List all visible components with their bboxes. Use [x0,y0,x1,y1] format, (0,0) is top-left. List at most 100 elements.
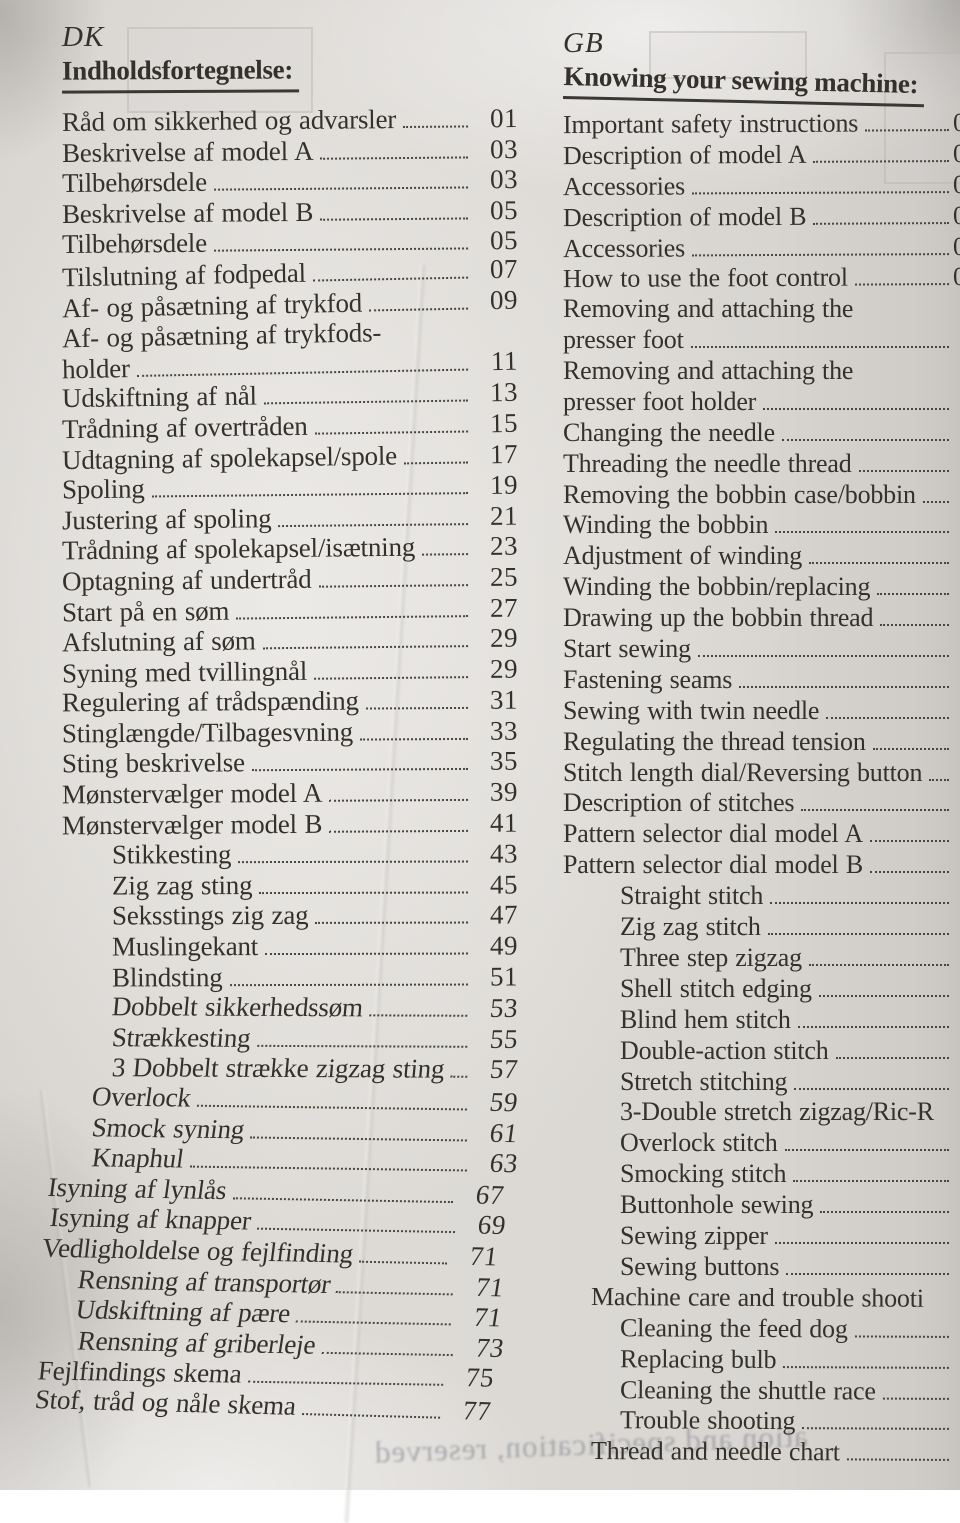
toc-entry-page: 43 [472,838,518,869]
toc-entry: Trådning af spolekapsel/isætning 23 [62,531,518,566]
toc-entry-label: presser foot [563,325,684,355]
toc-entry: Start sewing [563,633,960,664]
toc-entry-label: Start på en søm [62,595,230,628]
toc-entry-label: Spoling [62,473,145,505]
toc-column-danish: DK Indholdsfortegnelse: Råd om sikkerhed… [62,20,518,1421]
toc-entry: Mønstervælger model B 41 [62,807,518,840]
dot-leader [279,522,469,526]
toc-entry-label: Blindsting [112,961,223,992]
toc-entry-page: 61 [470,1117,520,1149]
toc-entry-page: 71 [450,1240,500,1272]
toc-entry-label: Regulating the thread tension [563,727,866,757]
dot-leader [698,655,949,657]
dot-leader [836,1057,949,1059]
toc-entry: Fastening seams [563,664,960,695]
toc-entry: Thread and needle chart [563,1435,960,1468]
dot-leader [404,461,468,464]
dot-leader [883,1397,949,1399]
dot-leader [782,439,949,441]
toc-entry: Smocking stitch [563,1158,960,1189]
dot-leader [329,799,468,802]
dot-leader [248,1381,444,1386]
toc-entry-page: 03 [472,164,518,195]
toc-entry-label: Isyning af lynlås [46,1171,229,1205]
toc-entry-label: Pattern selector dial model A [563,819,863,849]
toc-entry-page: 59 [470,1086,520,1118]
toc-entry: Blindsting 51 [62,961,518,993]
toc-entry: Blind hem stitch [563,1004,960,1035]
dot-leader [801,809,949,811]
dot-leader [923,501,949,503]
toc-entry: Replacing bulb [563,1343,960,1376]
dot-leader [313,276,468,281]
toc-entry: Shell stitch edging [563,973,960,1004]
toc-entry-label: Sting beskrivelse [62,747,245,779]
toc-entry: Råd om sikkerhed og advarsler 01 [62,103,518,138]
toc-entry-label: Pattern selector dial model B [563,850,863,880]
toc-entry-label: Udtagning af spolekapsel/spole [62,440,397,476]
toc-entry-page: 33 [472,715,518,746]
toc-entry: Adjustment of winding [563,540,960,571]
toc-entry-label: Description of model A [563,140,807,171]
toc-entry-page: 49 [472,930,518,961]
toc-entry-page: 11 [472,345,519,377]
toc-entry: presser foot holder [563,386,960,417]
dot-leader [880,624,949,626]
toc-entry-label: Cleaning the shuttle race [620,1375,876,1406]
toc-entry: Buttonhole sewing [563,1189,960,1220]
toc-entry-label: Udskiftning af pære [74,1294,293,1329]
toc-entry: Sewing with twin needle [563,695,960,726]
dot-leader [929,779,949,781]
dot-leader [692,191,949,194]
toc-entry-label: Winding the bobbin [563,510,768,540]
toc-entry-label: Fastening seams [563,665,732,695]
toc-entry-page: 69 [458,1209,508,1241]
dot-leader [359,1260,447,1264]
toc-entry-label: Straight stitch [620,881,763,911]
toc-entry-label: Regulering af trådspænding [62,685,359,718]
toc-entry: Cleaning the shuttle race [563,1373,960,1406]
toc-entry-page: 0 [953,108,960,138]
toc-entry-label: Beskrivelse af model B [62,196,314,229]
toc-entry-label: Replacing bulb [620,1344,776,1375]
toc-entry-label: Threading the needle thread [563,449,852,479]
dot-leader [870,840,949,842]
toc-entry-label: Winding the bobbin/replacing [563,572,870,602]
toc-entry-page: 41 [472,807,518,838]
toc-entry-label: Råd om sikkerhed og advarsler [62,104,396,138]
dot-leader [794,1088,949,1090]
toc-entry-label: Isyning af knapper [48,1202,253,1236]
dot-leader [152,492,468,497]
toc-entry-page: 53 [471,993,520,1024]
toc-entry-label: Three step zigzag [620,943,802,973]
toc-entry-page: 15 [472,407,518,439]
toc-entry-label: Accessories [563,233,685,264]
toc-entry-label: Zig zag stitch [620,912,761,942]
dot-leader [321,1351,453,1355]
toc-entry-page: 57 [471,1054,520,1085]
toc-entry: Stinglængde/Tilbagesvning 33 [62,715,518,748]
toc-entry: Sewing zipper [563,1220,960,1251]
toc-entry-page: 0 [953,262,960,292]
toc-entry-label: Syning med tvillingnål [62,655,307,689]
dot-leader [873,748,949,750]
toc-entry-label: Shell stitch edging [620,974,812,1004]
toc-entry-label: Smock syning [90,1111,247,1144]
dot-leader [319,584,468,588]
dot-leader [263,645,468,649]
toc-entry-page: 23 [472,531,518,562]
toc-entry-page: 55 [471,1023,520,1054]
toc-entry: Zig zag sting 45 [62,869,518,901]
dot-leader [770,902,949,904]
toc-entry: Regulating the thread tension [563,726,960,757]
toc-entry-label: Sewing with twin needle [563,696,819,726]
toc-entry-label: Sewing zipper [620,1221,768,1251]
toc-entry-page: 01 [472,103,518,134]
dot-leader [336,1290,453,1294]
toc-entry-page: 0 [953,170,960,200]
toc-entry-label: Justering af spoling [62,503,272,536]
toc-entry-label: Beskrivelse af model A [62,135,314,168]
dot-leader [320,156,468,159]
dot-leader [793,1180,949,1182]
dot-leader [257,1228,455,1233]
